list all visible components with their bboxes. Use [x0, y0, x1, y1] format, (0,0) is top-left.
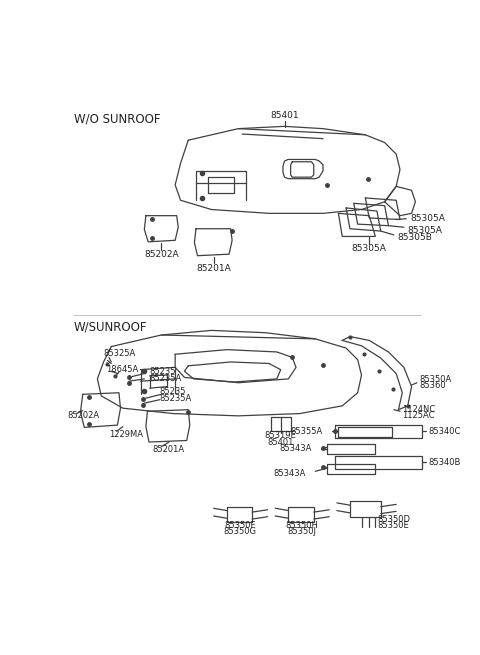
Text: 85350D: 85350D — [377, 515, 410, 524]
Text: 85360: 85360 — [419, 381, 446, 390]
Text: 85343A: 85343A — [279, 445, 312, 453]
Text: W/O SUNROOF: W/O SUNROOF — [73, 112, 160, 125]
Text: 1229MA: 1229MA — [109, 430, 143, 439]
Text: 85235: 85235 — [160, 388, 186, 396]
Text: 85350A: 85350A — [419, 375, 452, 384]
Text: 85319E: 85319E — [265, 432, 297, 440]
Text: 85350H: 85350H — [285, 521, 318, 530]
Text: 1125AC: 1125AC — [402, 411, 435, 421]
Text: 85235: 85235 — [150, 367, 176, 376]
Text: 18645A: 18645A — [106, 365, 138, 374]
Text: 85202A: 85202A — [144, 250, 179, 259]
Text: 85350G: 85350G — [223, 527, 256, 536]
Text: 85350F: 85350F — [224, 521, 255, 530]
Text: 85325A: 85325A — [104, 349, 136, 358]
Text: W/SUNROOF: W/SUNROOF — [73, 321, 147, 334]
Text: 85235A: 85235A — [150, 373, 182, 383]
Text: 85350E: 85350E — [377, 521, 408, 531]
Text: 85355A: 85355A — [291, 427, 323, 436]
Text: 85305A: 85305A — [410, 214, 445, 223]
Text: 85343A: 85343A — [274, 469, 306, 478]
Text: 85235A: 85235A — [160, 394, 192, 403]
Text: 85401: 85401 — [270, 111, 299, 120]
Text: 85340C: 85340C — [429, 427, 461, 436]
Text: 85340B: 85340B — [429, 458, 461, 466]
Text: 1124NC: 1124NC — [402, 405, 435, 414]
Text: 85350J: 85350J — [287, 527, 316, 536]
Text: 85201A: 85201A — [152, 445, 184, 454]
Text: 85305B: 85305B — [398, 233, 432, 242]
Text: 85305A: 85305A — [408, 226, 443, 234]
Text: 85201A: 85201A — [196, 264, 231, 273]
Text: 85401: 85401 — [267, 438, 294, 447]
Text: 85202A: 85202A — [67, 411, 99, 421]
Text: 85305A: 85305A — [352, 244, 386, 253]
